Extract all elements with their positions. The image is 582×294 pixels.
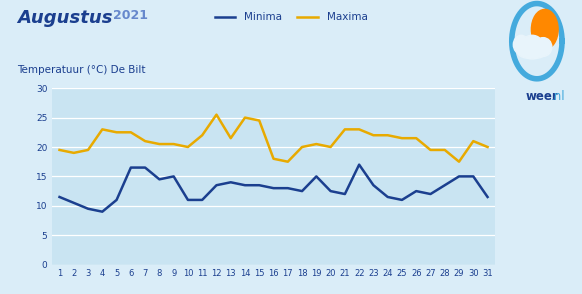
- Text: 2021: 2021: [113, 9, 148, 22]
- Ellipse shape: [517, 45, 547, 59]
- Text: Augustus: Augustus: [17, 9, 113, 27]
- Ellipse shape: [534, 38, 552, 56]
- Ellipse shape: [513, 35, 529, 54]
- Circle shape: [531, 9, 558, 49]
- Ellipse shape: [520, 35, 544, 59]
- Text: weer: weer: [525, 90, 558, 103]
- Text: Temperatuur (°C) De Bilt: Temperatuur (°C) De Bilt: [17, 65, 146, 75]
- Text: .nl: .nl: [550, 90, 565, 103]
- Legend: Minima, Maxima: Minima, Maxima: [211, 8, 371, 26]
